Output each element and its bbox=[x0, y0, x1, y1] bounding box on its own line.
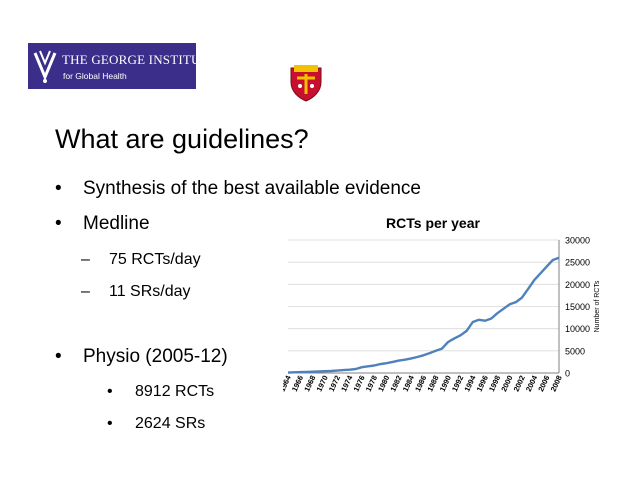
bullet-text: 75 RCTs/day bbox=[109, 251, 201, 268]
bullet-marker: – bbox=[81, 283, 90, 300]
y-tick-label: 20000 bbox=[565, 280, 590, 290]
chart-title: RCTs per year bbox=[386, 215, 480, 231]
y-tick-label: 5000 bbox=[565, 346, 585, 356]
george-institute-logo: THE GEORGE INSTITUTE for Global Health bbox=[28, 43, 217, 89]
sub-bullet-physio-rcts: • 8912 RCTs bbox=[107, 382, 214, 402]
university-crest-icon bbox=[290, 65, 322, 102]
y-tick-label: 10000 bbox=[565, 324, 590, 334]
x-tick-label: 2008 bbox=[549, 374, 564, 393]
sub-bullet-physio-srs: • 2624 SRs bbox=[107, 414, 205, 434]
bullet-marker: • bbox=[55, 213, 62, 234]
bullet-synthesis: • Synthesis of the best available evidenc… bbox=[55, 178, 421, 200]
bullet-text: Medline bbox=[83, 213, 150, 234]
bullet-marker: – bbox=[81, 251, 90, 268]
y-tick-label: 25000 bbox=[565, 258, 590, 268]
bullet-marker: • bbox=[107, 415, 113, 432]
george-institute-v-mark-icon bbox=[33, 50, 57, 83]
y-tick-label: 30000 bbox=[565, 236, 590, 246]
logo-line-2: for Global Health bbox=[63, 71, 127, 81]
bullet-physio: • Physio (2005-12) bbox=[55, 346, 228, 368]
sub-bullet-srs-day: – 11 SRs/day bbox=[81, 282, 191, 302]
chart-svg: RCTs per year 0 5000 10000 15000 20000 25000 3… bbox=[283, 215, 601, 393]
logo-line-1: THE GEORGE INSTITUTE bbox=[62, 52, 217, 67]
y-tick-label: 15000 bbox=[565, 302, 590, 312]
slide-title: What are guidelines? bbox=[55, 124, 309, 154]
bullet-text: 8912 RCTs bbox=[135, 383, 215, 400]
chart-x-ticks: 1964196619681970197219741976197819801982… bbox=[283, 373, 564, 393]
bullet-text: Synthesis of the best available evidence bbox=[83, 178, 421, 199]
rcts-per-year-chart: RCTs per year 0 5000 10000 15000 20000 25000 3… bbox=[283, 207, 609, 411]
bullet-marker: • bbox=[107, 383, 113, 400]
bullet-medline: • Medline bbox=[55, 213, 150, 235]
bullet-text: 2624 SRs bbox=[135, 415, 206, 432]
bullet-marker: • bbox=[55, 346, 62, 367]
chart-gridlines bbox=[288, 239, 559, 352]
chart-y-ticks: 0 5000 10000 15000 20000 25000 30000 bbox=[565, 236, 590, 379]
rcts-series-line bbox=[287, 256, 560, 374]
bullet-text: Physio (2005-12) bbox=[83, 346, 228, 367]
bullet-marker: • bbox=[55, 178, 62, 199]
x-tick-label: 1964 bbox=[283, 373, 293, 393]
bullet-text: 11 SRs/day bbox=[109, 283, 191, 300]
sub-bullet-rcts-day: – 75 RCTs/day bbox=[81, 250, 201, 270]
chart-axes bbox=[288, 240, 560, 374]
y-tick-label: 0 bbox=[565, 369, 570, 379]
chart-y-axis-label: Number of RCTs bbox=[594, 280, 601, 332]
